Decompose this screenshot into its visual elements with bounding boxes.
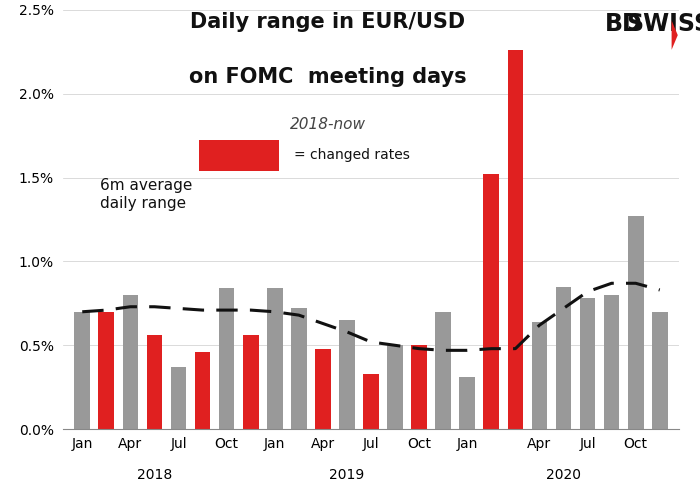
Bar <box>628 216 643 429</box>
Bar <box>387 345 403 429</box>
Bar <box>291 308 307 429</box>
Bar <box>363 374 379 429</box>
Text: 2019: 2019 <box>329 468 365 482</box>
Bar <box>195 352 211 429</box>
Bar <box>267 288 283 429</box>
Text: 6m average
daily range: 6m average daily range <box>100 178 192 211</box>
Bar <box>484 174 499 429</box>
Bar <box>171 367 186 429</box>
Polygon shape <box>671 20 678 50</box>
Bar <box>652 312 668 429</box>
Text: = changed rates: = changed rates <box>294 148 410 163</box>
Bar <box>315 349 330 429</box>
Text: on FOMC  meeting days: on FOMC meeting days <box>189 66 467 86</box>
Bar <box>531 322 547 429</box>
Text: Daily range in EUR/USD: Daily range in EUR/USD <box>190 12 466 32</box>
Bar <box>508 50 523 429</box>
Bar <box>556 286 571 429</box>
Bar <box>99 312 114 429</box>
Bar <box>412 345 427 429</box>
Bar <box>74 312 90 429</box>
Bar <box>243 335 258 429</box>
Text: SWISS: SWISS <box>626 12 700 36</box>
Bar <box>435 312 451 429</box>
Text: 2020: 2020 <box>546 468 581 482</box>
Bar <box>459 377 475 429</box>
Bar <box>122 295 138 429</box>
Bar <box>219 288 234 429</box>
Bar <box>339 320 355 429</box>
Text: 2018: 2018 <box>136 468 172 482</box>
Bar <box>146 335 162 429</box>
Bar <box>580 298 596 429</box>
Text: 2018-now: 2018-now <box>290 117 366 132</box>
FancyBboxPatch shape <box>199 140 279 171</box>
Bar <box>604 295 620 429</box>
Text: BD: BD <box>605 12 643 36</box>
